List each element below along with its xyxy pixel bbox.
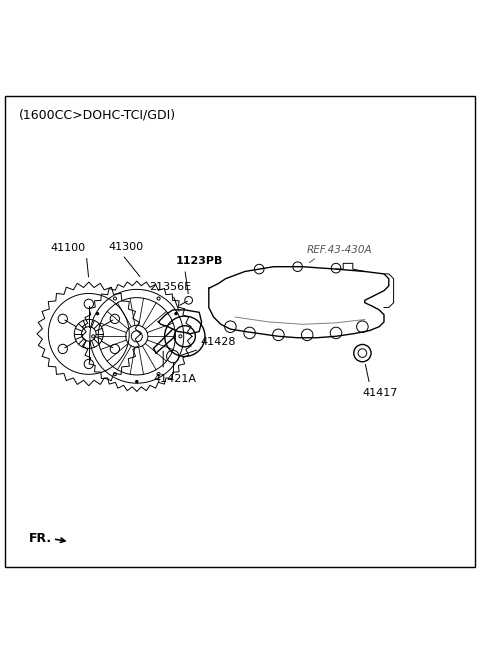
Circle shape bbox=[354, 345, 371, 362]
Text: 41100: 41100 bbox=[50, 243, 85, 253]
Circle shape bbox=[330, 327, 342, 339]
Circle shape bbox=[92, 335, 95, 338]
Text: (1600CC>DOHC-TCI/GDI): (1600CC>DOHC-TCI/GDI) bbox=[19, 108, 176, 121]
Circle shape bbox=[157, 373, 160, 376]
Text: 21356E: 21356E bbox=[149, 282, 191, 292]
Text: REF.43-430A: REF.43-430A bbox=[307, 245, 373, 255]
Circle shape bbox=[179, 335, 182, 338]
Text: 41421A: 41421A bbox=[154, 374, 197, 384]
Circle shape bbox=[357, 321, 368, 332]
Circle shape bbox=[113, 297, 117, 300]
Circle shape bbox=[135, 381, 138, 383]
Text: FR.: FR. bbox=[29, 532, 52, 546]
Circle shape bbox=[96, 312, 99, 315]
Circle shape bbox=[301, 329, 313, 341]
Text: 41417: 41417 bbox=[362, 388, 398, 398]
Circle shape bbox=[157, 297, 160, 300]
Circle shape bbox=[185, 296, 192, 304]
Circle shape bbox=[175, 312, 177, 315]
Circle shape bbox=[293, 262, 302, 272]
Circle shape bbox=[254, 265, 264, 274]
Circle shape bbox=[244, 327, 255, 339]
Circle shape bbox=[273, 329, 284, 341]
Circle shape bbox=[225, 321, 236, 332]
Text: 41300: 41300 bbox=[108, 242, 143, 253]
Circle shape bbox=[113, 373, 117, 376]
Text: 1123PB: 1123PB bbox=[175, 256, 223, 266]
Circle shape bbox=[331, 263, 341, 273]
Text: 41428: 41428 bbox=[201, 337, 236, 347]
